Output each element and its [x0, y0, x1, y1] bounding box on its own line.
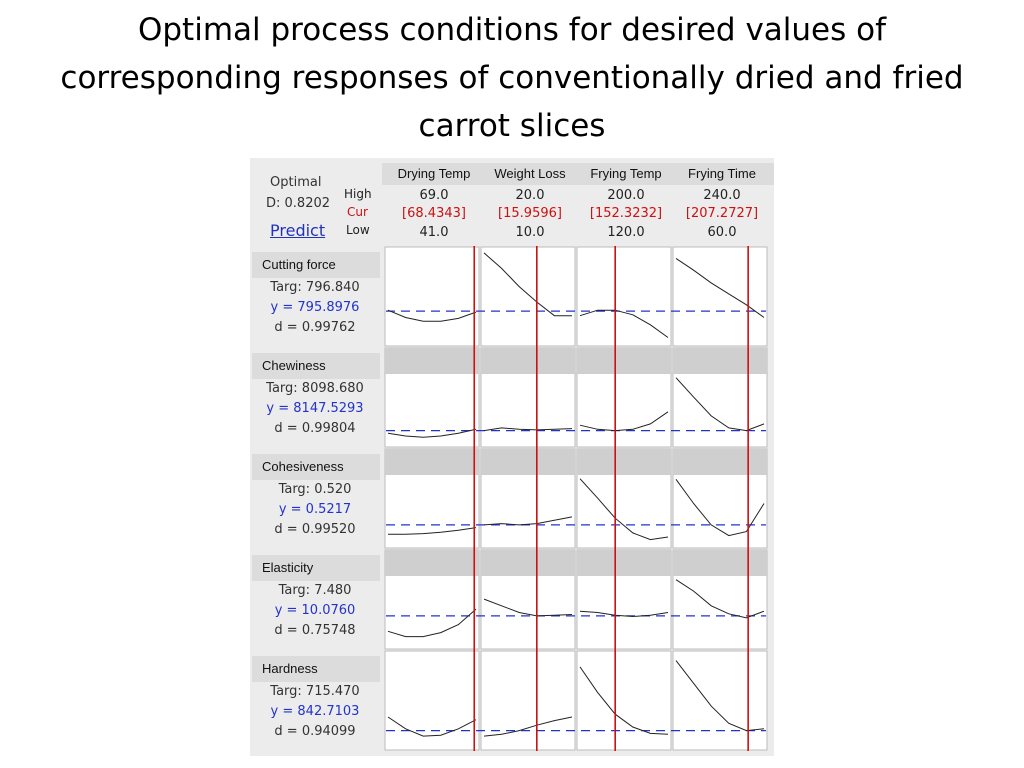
response-desirability: d = 0.99762	[274, 320, 356, 335]
factor-low: 41.0	[419, 225, 449, 240]
response-target: Targ: 0.520	[278, 482, 352, 497]
response-curve	[675, 660, 765, 732]
plot-cell	[480, 650, 576, 751]
factor-low: 120.0	[607, 225, 645, 240]
response-curve	[675, 579, 765, 619]
response-curve	[579, 478, 669, 541]
plot-cell	[576, 650, 672, 751]
factor-name: Weight Loss	[478, 163, 582, 185]
response-curve	[388, 527, 477, 535]
plot-band	[673, 449, 767, 475]
factor-current: [207.2727]	[685, 206, 759, 221]
response-target: Targ: 7.480	[278, 583, 352, 598]
composite-desirability: D: 0.8202	[266, 196, 331, 211]
plot-band	[577, 348, 671, 374]
response-predicted: y = 795.8976	[270, 300, 360, 315]
predict-link[interactable]: Predict	[270, 221, 326, 240]
response-desirability: d = 0.94099	[274, 724, 356, 739]
response-curve	[483, 516, 573, 526]
response-curve	[387, 716, 477, 737]
factor-current: [15.9596]	[498, 206, 562, 221]
response-predicted: y = 8147.5293	[266, 401, 364, 416]
plot-cell	[480, 246, 576, 347]
response-curve	[675, 479, 765, 537]
plot-band	[481, 348, 575, 374]
response-curve	[675, 377, 765, 432]
factor-high: 200.0	[607, 188, 645, 203]
response-curve	[579, 309, 669, 338]
response-curve	[483, 716, 573, 737]
plot-band	[385, 348, 479, 374]
plot-band	[385, 550, 479, 576]
plot-band	[481, 550, 575, 576]
optimization-panel: Optimal D: 0.8202 Predict High Cur Low D…	[250, 158, 774, 756]
response-target: Targ: 715.470	[270, 684, 360, 699]
plot-band	[673, 550, 767, 576]
response-curve	[483, 427, 573, 432]
response-desirability: d = 0.99520	[274, 522, 356, 537]
response-target: Targ: 8098.680	[266, 381, 364, 396]
low-label: Low	[346, 223, 370, 237]
factor-current: [68.4343]	[402, 206, 466, 221]
factor-name: Frying Time	[670, 163, 774, 185]
plot-band	[577, 449, 671, 475]
response-curve	[387, 309, 477, 322]
response-name: Hardness	[252, 656, 380, 682]
response-curve	[387, 428, 477, 438]
factor-current: [152.3232]	[589, 206, 663, 221]
optimal-label: Optimal	[270, 175, 322, 190]
slide-title: Optimal process conditions for desired v…	[60, 12, 964, 144]
response-predicted: y = 842.7103	[270, 704, 360, 719]
factor-low: 10.0	[515, 225, 545, 240]
factor-high: 69.0	[419, 188, 449, 203]
plot-band	[577, 550, 671, 576]
response-curve	[675, 257, 765, 318]
high-label: High	[344, 187, 372, 201]
response-name: Elasticity	[252, 555, 380, 581]
response-plots	[384, 246, 768, 751]
response-desirability: d = 0.99804	[274, 421, 356, 436]
response-predicted: y = 10.0760	[274, 603, 356, 618]
factor-name: Drying Temp	[382, 163, 486, 185]
factor-high: 240.0	[703, 188, 741, 203]
response-name: Cohesiveness	[252, 454, 380, 480]
factor-name: Frying Temp	[574, 163, 678, 185]
response-curve	[579, 666, 669, 735]
response-curve	[579, 411, 669, 432]
plot-band	[481, 449, 575, 475]
cur-label: Cur	[347, 205, 368, 219]
plot-cell	[384, 246, 480, 347]
response-curve	[483, 252, 572, 317]
response-curve	[387, 608, 477, 638]
response-target: Targ: 796.840	[270, 280, 360, 295]
response-name: Cutting force	[252, 252, 380, 278]
factor-high: 20.0	[515, 188, 545, 203]
response-desirability: d = 0.75748	[274, 623, 356, 638]
response-predicted: y = 0.5217	[278, 502, 352, 517]
plot-cell	[384, 650, 480, 751]
factor-low: 60.0	[707, 225, 737, 240]
plot-cell	[576, 246, 672, 347]
plot-band	[673, 348, 767, 374]
response-curve	[579, 610, 669, 618]
response-curve	[483, 598, 573, 617]
plot-band	[385, 449, 479, 475]
response-name: Chewiness	[252, 353, 380, 379]
plot-cell	[672, 650, 768, 751]
plot-cell	[672, 246, 768, 347]
